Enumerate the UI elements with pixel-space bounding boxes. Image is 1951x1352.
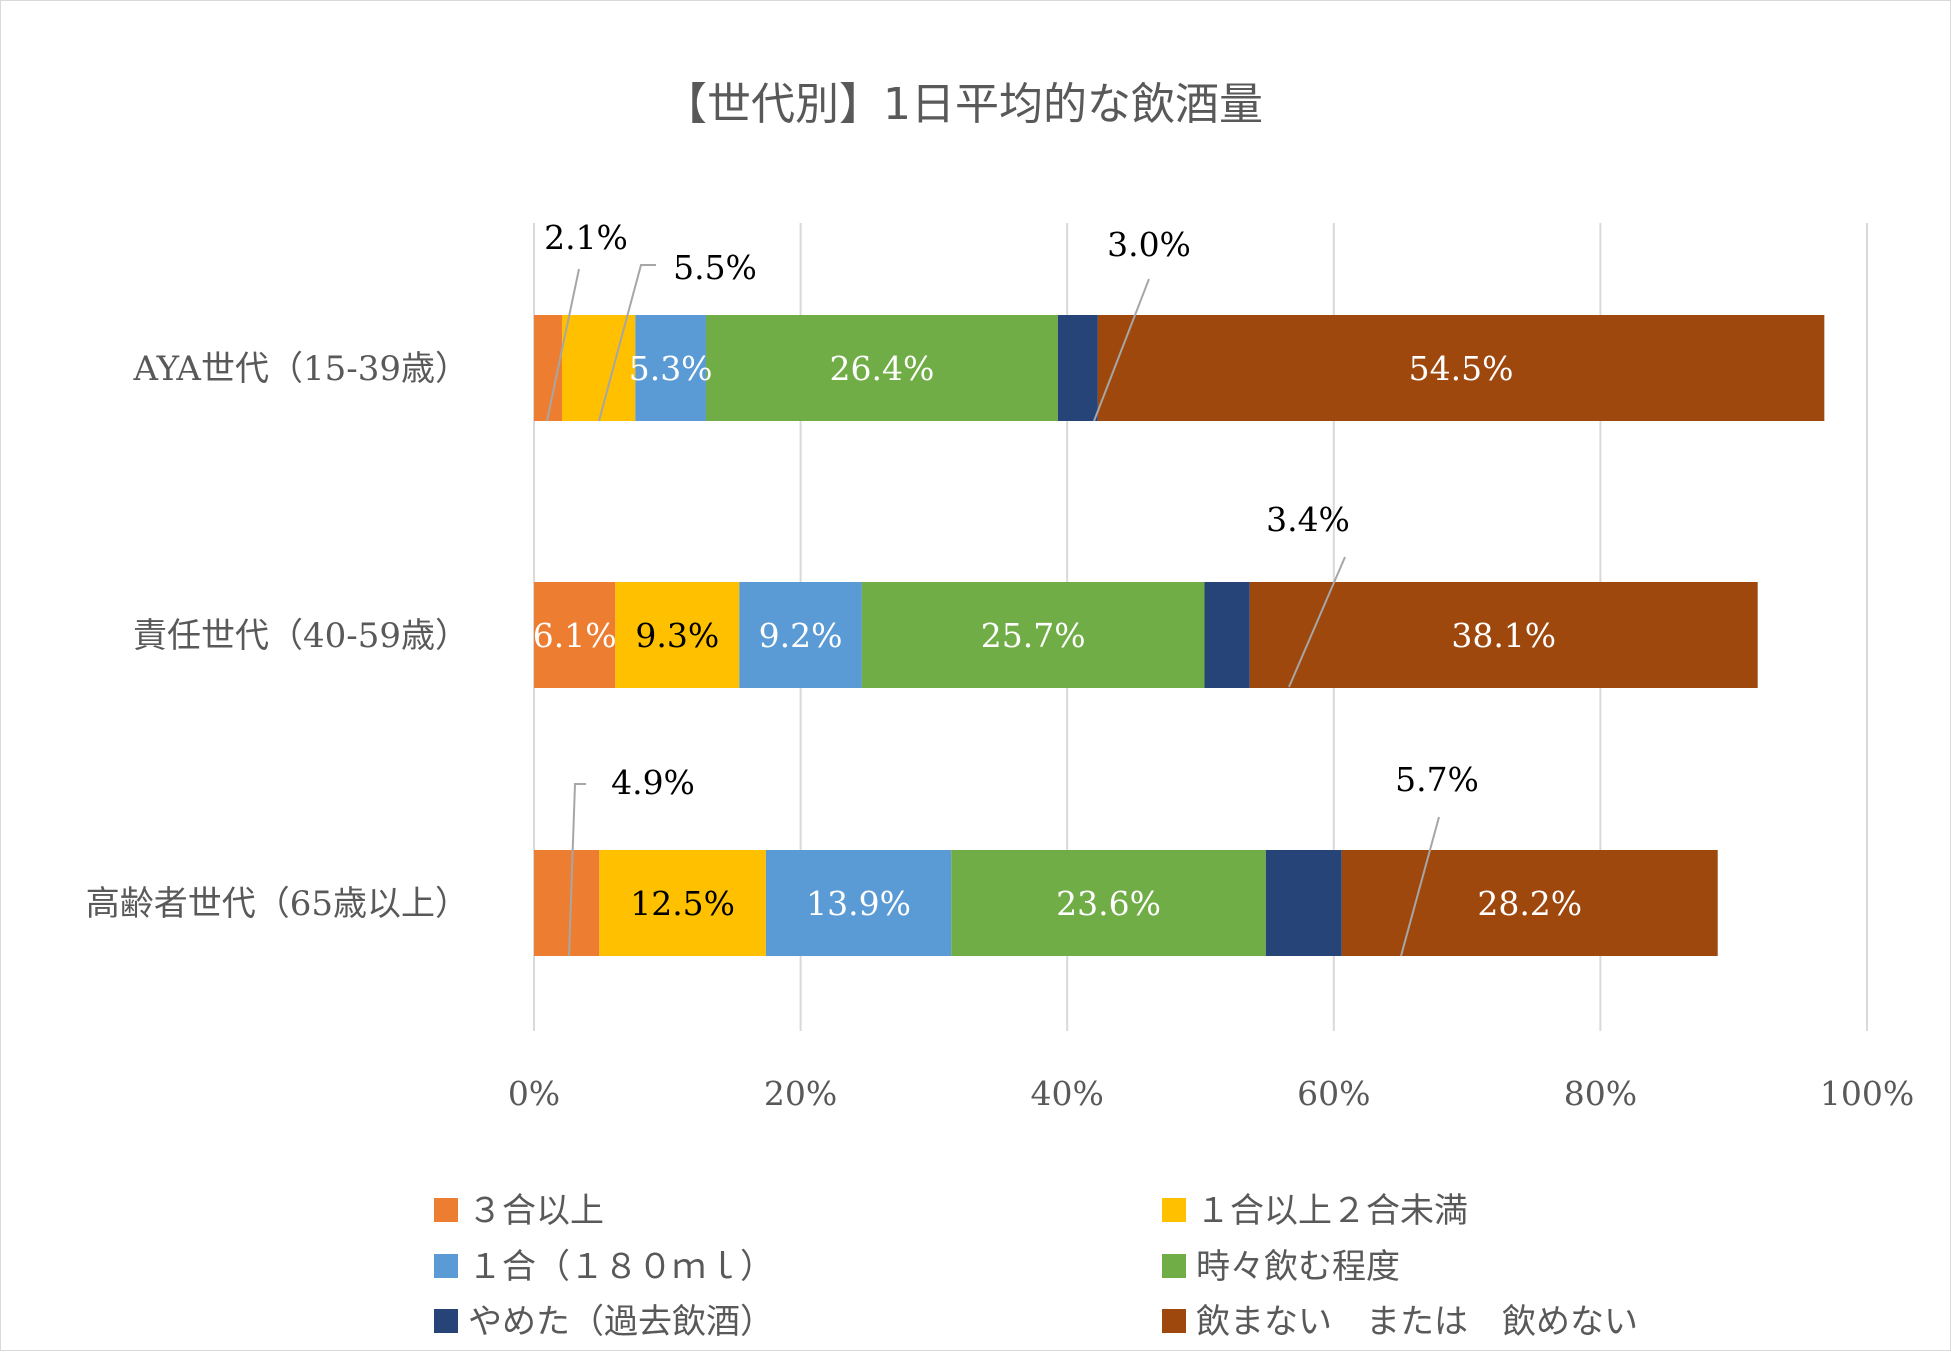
leader-line <box>1093 278 1150 422</box>
category-label: 高齢者世代（65歳以上） <box>86 884 469 924</box>
data-labels: 2.1% 5.5% 5.3% 26.4% 3.0% 54.5% 6.1% 9.3% 9.2% 25… <box>533 218 1582 923</box>
bar-segment <box>599 850 766 956</box>
legend-label: 飲まない または 飲めない <box>1196 1302 1638 1342</box>
category-label: AYA世代（15-39歳） <box>132 349 469 389</box>
data-label: 6.1% <box>533 616 617 655</box>
bar-segment <box>1097 315 1825 421</box>
legend-label: １合（１８０ｍｌ） <box>468 1247 774 1287</box>
legend-label: やめた（過去飲酒） <box>468 1302 774 1342</box>
bar-segment <box>765 850 952 956</box>
bar-segment <box>705 315 1058 421</box>
legend-swatch <box>434 1309 458 1333</box>
data-label: 3.0% <box>1107 225 1191 264</box>
data-label: 3.4% <box>1266 500 1350 539</box>
leader-line <box>568 783 586 957</box>
x-tick-label: 100% <box>1820 1074 1914 1113</box>
data-label: 9.2% <box>759 616 843 655</box>
x-tick-label: 40% <box>1031 1074 1104 1113</box>
chart-title: 【世代別】1日平均的な飲酒量 <box>663 79 1263 130</box>
legend-item: 時々飲む程度 <box>1162 1247 1400 1287</box>
x-tick-label: 20% <box>764 1074 837 1113</box>
legend-swatch <box>1162 1309 1186 1333</box>
legend-swatch <box>434 1254 458 1278</box>
bar-segment <box>1057 315 1098 421</box>
bar-segment <box>739 582 862 688</box>
data-label: 26.4% <box>829 349 934 388</box>
data-label: 25.7% <box>981 616 1086 655</box>
legend-label: １合以上２合未満 <box>1196 1191 1468 1231</box>
data-label: 12.5% <box>630 884 735 923</box>
x-tick-label: 60% <box>1297 1074 1370 1113</box>
legend-item: ３合以上 <box>434 1191 604 1231</box>
bar-segment <box>534 850 600 956</box>
data-label: 38.1% <box>1451 616 1556 655</box>
legend-swatch <box>1162 1198 1186 1222</box>
bar-segment <box>861 582 1205 688</box>
bar-segment <box>951 850 1266 956</box>
legend-item: 飲まない または 飲めない <box>1162 1302 1638 1342</box>
data-label: 13.9% <box>806 884 911 923</box>
legend-item: やめた（過去飲酒） <box>434 1302 774 1342</box>
x-tick-labels: 0% 20% 40% 60% 80% 100% <box>508 1074 1914 1113</box>
data-label: 4.9% <box>611 763 695 802</box>
legend-item: １合（１８０ｍｌ） <box>434 1247 774 1287</box>
category-labels: AYA世代（15-39歳） 責任世代（40-59歳） 高齢者世代（65歳以上） <box>86 349 469 924</box>
data-label: 5.7% <box>1395 760 1479 799</box>
legend-item: １合以上２合未満 <box>1162 1191 1468 1231</box>
leader-line <box>1288 556 1346 688</box>
legend-swatch <box>434 1198 458 1222</box>
bar-segment <box>635 315 706 421</box>
leader-line <box>546 268 580 422</box>
data-label: 9.3% <box>635 616 719 655</box>
legend-label: ３合以上 <box>468 1191 604 1231</box>
bar-segment <box>1249 582 1758 688</box>
data-label: 2.1% <box>544 218 628 257</box>
bar-segment <box>534 582 616 688</box>
data-label: 23.6% <box>1056 884 1161 923</box>
bar-segment <box>1341 850 1718 956</box>
data-label: 28.2% <box>1477 884 1582 923</box>
legend-label: 時々飲む程度 <box>1196 1247 1400 1287</box>
category-label: 責任世代（40-59歳） <box>133 616 469 656</box>
data-label: 5.3% <box>629 349 713 388</box>
x-tick-label: 0% <box>508 1074 560 1113</box>
x-tick-label: 80% <box>1564 1074 1637 1113</box>
bars <box>534 315 1825 956</box>
bar-segment <box>1204 582 1250 688</box>
bar-segment <box>1265 850 1342 956</box>
bar-segment <box>615 582 740 688</box>
data-label: 54.5% <box>1409 349 1514 388</box>
legend-swatch <box>1162 1254 1186 1278</box>
leader-line <box>598 264 656 422</box>
leader-line <box>1400 816 1440 957</box>
bar-segment <box>561 315 636 421</box>
leader-lines <box>546 264 1440 957</box>
data-label: 5.5% <box>673 248 757 287</box>
